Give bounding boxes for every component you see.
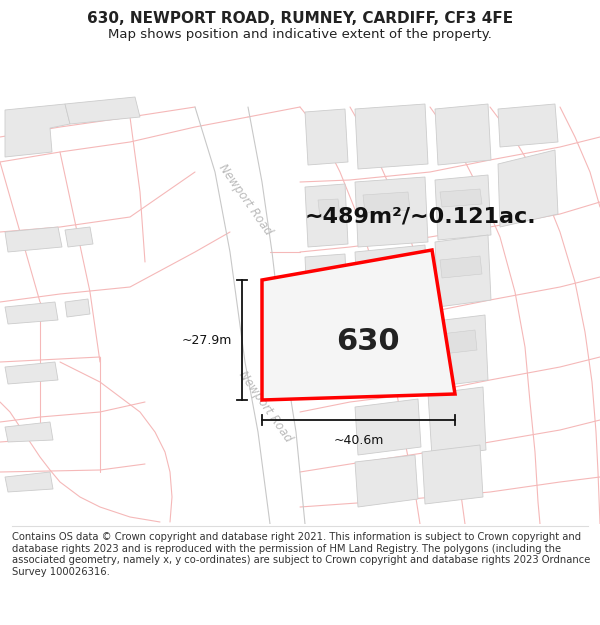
Polygon shape <box>355 327 423 394</box>
Polygon shape <box>305 254 348 325</box>
Polygon shape <box>5 227 62 252</box>
Polygon shape <box>305 184 348 247</box>
Polygon shape <box>428 315 488 387</box>
Polygon shape <box>440 256 482 278</box>
Polygon shape <box>5 472 53 492</box>
Polygon shape <box>432 330 477 355</box>
Polygon shape <box>355 399 421 455</box>
Polygon shape <box>305 109 348 165</box>
Polygon shape <box>498 104 558 147</box>
Polygon shape <box>65 299 90 317</box>
Text: 630: 630 <box>336 326 400 356</box>
Polygon shape <box>440 189 482 207</box>
Polygon shape <box>363 192 410 213</box>
Text: Newport Road: Newport Road <box>215 162 274 238</box>
Polygon shape <box>355 455 418 507</box>
Polygon shape <box>363 339 407 365</box>
Polygon shape <box>318 199 340 218</box>
Text: ~40.6m: ~40.6m <box>334 434 383 447</box>
Polygon shape <box>262 250 455 400</box>
Polygon shape <box>65 97 140 124</box>
Polygon shape <box>5 302 58 324</box>
Text: Map shows position and indicative extent of the property.: Map shows position and indicative extent… <box>108 28 492 41</box>
Polygon shape <box>355 104 428 169</box>
Polygon shape <box>435 175 491 240</box>
Polygon shape <box>428 387 486 457</box>
Text: 630, NEWPORT ROAD, RUMNEY, CARDIFF, CF3 4FE: 630, NEWPORT ROAD, RUMNEY, CARDIFF, CF3 … <box>87 11 513 26</box>
Polygon shape <box>363 263 410 286</box>
Polygon shape <box>422 445 483 504</box>
Polygon shape <box>435 235 491 307</box>
Polygon shape <box>5 362 58 384</box>
Polygon shape <box>435 104 491 165</box>
Polygon shape <box>498 150 558 227</box>
Text: ~489m²/~0.121ac.: ~489m²/~0.121ac. <box>305 207 536 227</box>
Polygon shape <box>355 245 428 317</box>
Polygon shape <box>5 104 70 157</box>
Polygon shape <box>65 227 93 247</box>
Polygon shape <box>5 422 53 442</box>
Polygon shape <box>355 177 428 247</box>
Text: Newport Road: Newport Road <box>236 369 295 445</box>
Text: ~27.9m: ~27.9m <box>182 334 232 346</box>
Text: Contains OS data © Crown copyright and database right 2021. This information is : Contains OS data © Crown copyright and d… <box>12 532 590 577</box>
